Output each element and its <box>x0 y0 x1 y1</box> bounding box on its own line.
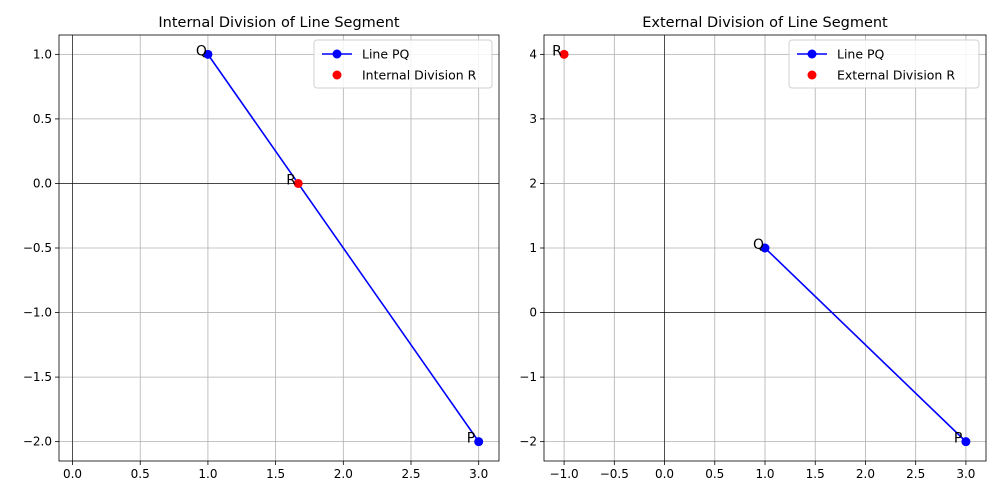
y-tick-label: 0.0 <box>33 176 52 190</box>
x-tick-label: 2.5 <box>906 467 925 481</box>
x-tick-label: 0.5 <box>705 467 724 481</box>
data-point <box>559 49 569 59</box>
x-tick-label: −0.5 <box>600 467 629 481</box>
x-tick-label: 1.5 <box>806 467 825 481</box>
y-tick-label: −2.0 <box>23 435 52 449</box>
x-tick-label: 0.5 <box>131 467 150 481</box>
legend-box <box>788 39 980 89</box>
legend-label: Line PQ <box>837 47 885 62</box>
y-tick-label: 1.0 <box>33 47 52 61</box>
data-point <box>474 437 484 447</box>
y-tick-label: −2 <box>519 435 537 449</box>
legend: Line PQ External Division R <box>788 39 980 89</box>
data-point <box>760 243 770 253</box>
chart-title: Internal Division of Line Segment <box>158 15 400 31</box>
y-tick-label: −0.5 <box>23 241 52 255</box>
y-tick-label: −1 <box>519 370 537 384</box>
x-tick-label: −1.0 <box>550 467 579 481</box>
data-point <box>961 437 971 447</box>
x-tick-label: 1.0 <box>198 467 217 481</box>
legend: Line PQ Internal Division R <box>313 39 493 89</box>
legend-box <box>313 39 493 89</box>
y-tick-label: 0 <box>529 306 537 320</box>
legend-marker-swatch <box>807 70 817 80</box>
point-label: Q <box>196 43 207 59</box>
x-tick-label: 3.0 <box>469 467 488 481</box>
y-tick-label: 0.5 <box>33 112 52 126</box>
x-tick-label: 2.0 <box>856 467 875 481</box>
point-label: P <box>467 431 475 447</box>
legend-label: External Division R <box>837 68 955 83</box>
data-point <box>293 178 303 188</box>
x-tick-label: 2.0 <box>334 467 353 481</box>
x-tick-label: 1.5 <box>266 467 285 481</box>
x-tick-label: 1.0 <box>755 467 774 481</box>
x-tick-label: 3.0 <box>956 467 975 481</box>
x-tick-label: 0.0 <box>63 467 82 481</box>
legend-marker-swatch <box>332 70 342 80</box>
point-label: P <box>954 431 962 447</box>
chart-title: External Division of Line Segment <box>642 15 888 31</box>
point-label: R <box>552 43 562 59</box>
legend-marker-swatch <box>807 49 817 59</box>
y-tick-label: 4 <box>529 47 537 61</box>
y-tick-label: 1 <box>529 241 537 255</box>
plot-frame <box>58 34 500 462</box>
x-tick-label: 2.5 <box>401 467 420 481</box>
point-label: R <box>286 172 296 188</box>
y-tick-label: −1.5 <box>23 370 52 384</box>
point-label: Q <box>753 237 764 253</box>
y-tick-label: 3 <box>529 112 537 126</box>
legend-label: Internal Division R <box>362 68 477 83</box>
legend-marker-swatch <box>332 49 342 59</box>
series-line <box>764 247 967 443</box>
y-tick-label: −1.0 <box>23 306 52 320</box>
series-line <box>207 53 480 443</box>
x-tick-label: 0.0 <box>655 467 674 481</box>
data-point <box>203 49 213 59</box>
plot-frame <box>543 34 987 462</box>
y-tick-label: 2 <box>529 176 537 190</box>
chart-panel-1: 0.0 0.5 1.0 1.5 2.0 2.5 3.0 −2.0 −1.5 −1.0 −0.5 0.0… <box>23 15 500 481</box>
chart-panel-2: −1.0 −0.5 0.0 0.5 1.0 1.5 2.0 2.5 3.0 −2 −1 0 1 2 3 4 P Q… <box>519 15 987 481</box>
legend-label: Line PQ <box>362 47 410 62</box>
